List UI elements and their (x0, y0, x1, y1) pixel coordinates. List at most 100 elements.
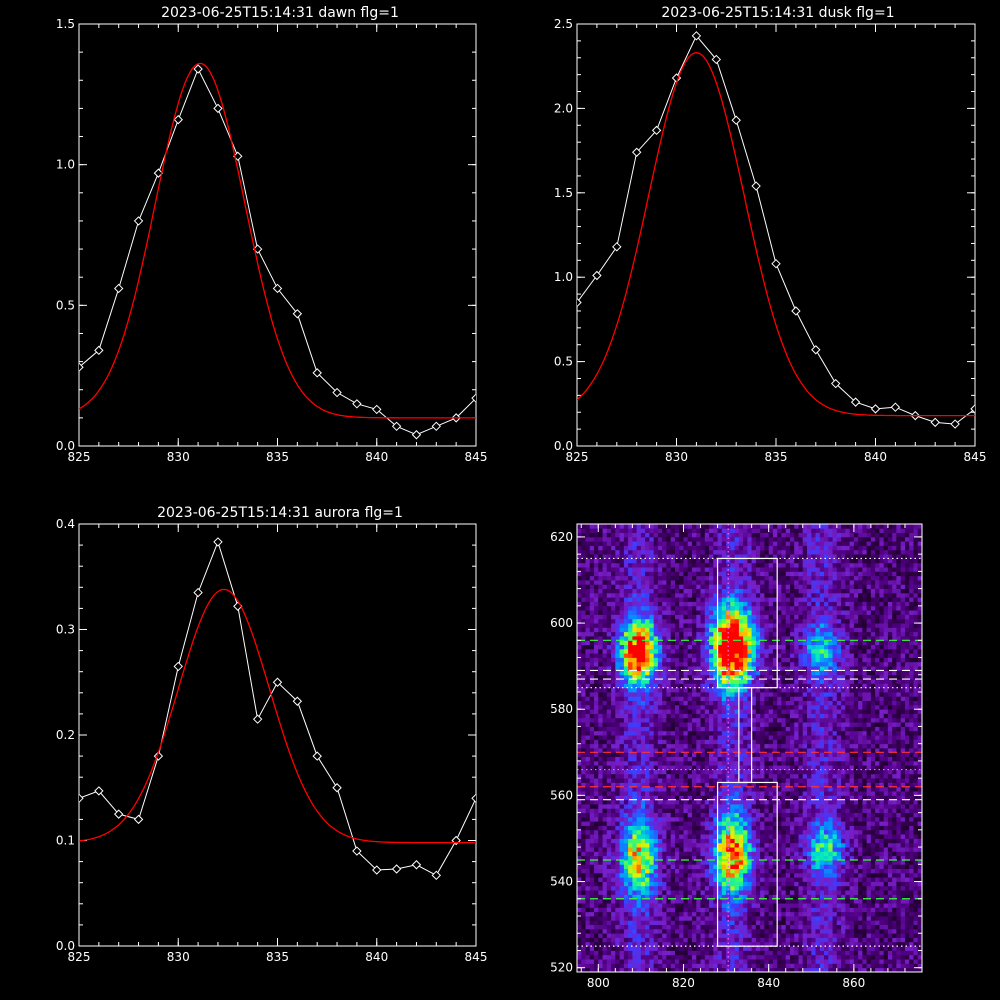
heatmap-cell (619, 829, 625, 835)
heatmap-cell (619, 872, 625, 878)
heatmap-cell (662, 954, 667, 960)
heatmap-cell (594, 946, 599, 951)
heatmap-cell (721, 967, 727, 973)
heatmap-cell (602, 782, 608, 788)
heatmap-cell (653, 683, 659, 689)
heatmap-cell (619, 588, 625, 594)
heatmap-cell (743, 795, 748, 801)
heatmap-cell (709, 885, 714, 891)
heatmap-cell (649, 864, 655, 870)
heatmap-cell (623, 532, 629, 538)
heatmap-cell (632, 717, 638, 723)
heatmap-cell (602, 554, 608, 559)
heatmap-cell (645, 786, 650, 792)
heatmap-cell (751, 726, 757, 732)
heatmap-cell (730, 524, 735, 529)
heatmap-cell (602, 631, 608, 637)
heatmap-cell (747, 795, 753, 801)
heatmap-cell (696, 851, 701, 857)
heatmap-cell (738, 967, 744, 973)
heatmap-cell (687, 829, 693, 835)
heatmap-cell (734, 580, 740, 585)
heatmap-cell (615, 851, 620, 857)
heatmap-cell (743, 549, 748, 555)
heatmap-cell (662, 696, 667, 702)
heatmap-cell (653, 885, 659, 891)
heatmap-cell (662, 554, 667, 559)
heatmap-cell (696, 950, 701, 956)
heatmap-cell (704, 838, 710, 844)
heatmap-cell (713, 903, 718, 908)
heatmap-cell (760, 967, 765, 973)
heatmap-cell (666, 890, 672, 895)
heatmap-cell (657, 924, 663, 930)
heatmap-cell (636, 834, 642, 839)
heatmap-cell (628, 838, 633, 844)
heatmap-cell (704, 903, 710, 908)
heatmap-cell (628, 623, 633, 628)
heatmap-cell (717, 743, 723, 749)
heatmap-cell (611, 610, 616, 615)
heatmap-cell (636, 623, 642, 628)
heatmap-cell (628, 536, 633, 542)
heatmap-cell (704, 786, 710, 792)
heatmap-cell (721, 765, 727, 770)
heatmap-cell (747, 683, 753, 689)
heatmap-cell (589, 954, 595, 960)
heatmap-cell (747, 636, 753, 641)
heatmap-cell (585, 868, 591, 874)
heatmap-cell (760, 567, 765, 572)
heatmap-cell (726, 928, 731, 934)
heatmap-cell (632, 916, 638, 921)
heatmap-cell (730, 696, 735, 702)
heatmap-cell (581, 614, 586, 620)
heatmap-cell (700, 786, 706, 792)
heatmap-cell (632, 898, 638, 904)
heatmap-cell (611, 916, 616, 921)
heatmap-cell (628, 786, 633, 792)
heatmap-cell (649, 916, 655, 921)
heatmap-cell (717, 795, 723, 801)
heatmap-cell (615, 618, 620, 624)
heatmap-cell (679, 558, 684, 564)
dawn-marks (79, 62, 476, 440)
heatmap-cell (628, 722, 633, 727)
heatmap-cell (653, 605, 659, 611)
heatmap-cell (679, 959, 684, 964)
heatmap-cell (717, 640, 723, 646)
heatmap-cell (687, 799, 693, 805)
heatmap-cell (585, 941, 591, 947)
heatmap-cell (743, 545, 748, 551)
heatmap-cell (623, 687, 629, 693)
heatmap-cell (738, 778, 744, 783)
heatmap-cell (734, 571, 740, 577)
heatmap-cell (670, 661, 676, 667)
heatmap-cell (628, 696, 633, 702)
heatmap-cell (747, 670, 753, 676)
heatmap-cell (734, 541, 740, 546)
heatmap-cell (577, 963, 582, 969)
heatmap-cell (662, 864, 667, 870)
heatmap-cell (594, 597, 599, 602)
heatmap-cell (589, 692, 595, 697)
heatmap-cell (606, 636, 612, 641)
heatmap-cell (755, 636, 761, 641)
heatmap-cell (606, 541, 612, 546)
heatmap-cell (606, 872, 612, 878)
heatmap-cell (602, 773, 608, 779)
heatmap-cell (709, 679, 714, 684)
heatmap-cell (581, 532, 586, 538)
heatmap-cell (640, 653, 646, 658)
heatmap-cell (602, 838, 608, 844)
heatmap-cell (602, 954, 608, 960)
heatmap-cell (662, 903, 667, 908)
heatmap-cell (755, 674, 761, 680)
heatmap-cell (615, 683, 620, 689)
heatmap-cell (628, 592, 633, 598)
y-tick-label: 2.0 (554, 101, 573, 115)
heatmap-cell (683, 743, 689, 749)
heatmap-cell (747, 804, 753, 809)
heatmap-cell (598, 898, 603, 904)
heatmap-cell (696, 528, 701, 534)
heatmap-cell (679, 580, 684, 585)
